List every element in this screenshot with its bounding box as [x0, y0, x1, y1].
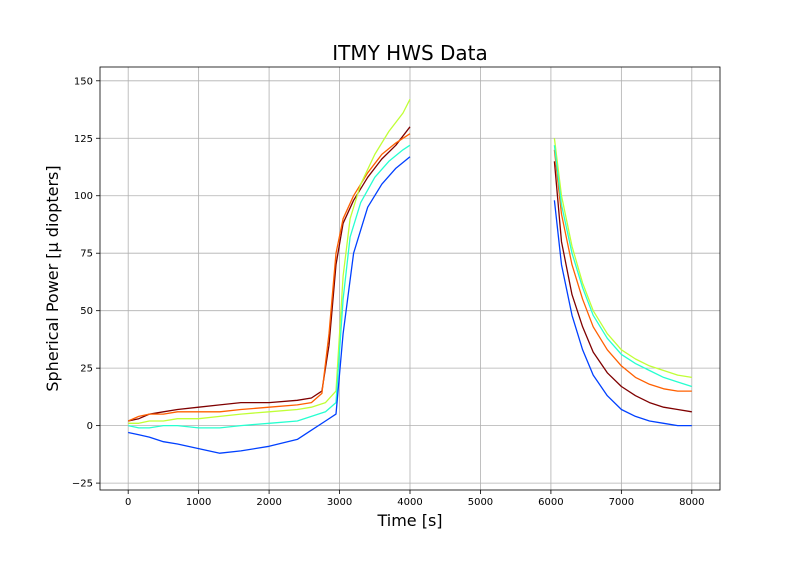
- y-tick-label: 100: [74, 191, 93, 202]
- series-1-segment-0: [127, 133, 411, 422]
- series-2: [128, 98, 692, 424]
- x-tick-label: 2000: [256, 497, 281, 508]
- series-1-segment-1: [553, 149, 692, 392]
- series-2-segment-1: [553, 138, 692, 379]
- x-axis-label: Time [s]: [376, 511, 442, 530]
- y-tick-label: 75: [80, 249, 93, 260]
- series-0: [128, 126, 692, 422]
- y-tick-label: −25: [72, 479, 93, 490]
- series-2-segment-0: [128, 98, 411, 424]
- y-tick-label: 150: [74, 76, 93, 87]
- grid: [100, 67, 720, 490]
- chart-title: ITMY HWS Data: [332, 41, 488, 65]
- x-tick-label: 4000: [397, 497, 422, 508]
- y-axis-label: Spherical Power [μ diopters]: [43, 165, 62, 391]
- series-0-segment-1: [553, 161, 692, 413]
- x-tick-label: 8000: [679, 497, 704, 508]
- y-tick-label: 125: [74, 134, 93, 145]
- series-layer: [127, 98, 692, 454]
- x-tick-label: 3000: [327, 497, 352, 508]
- series-3: [128, 144, 692, 429]
- y-tick-label: 50: [80, 306, 93, 317]
- series-4-segment-0: [128, 156, 411, 454]
- series-3-segment-1: [553, 145, 692, 388]
- series-1: [127, 133, 692, 422]
- series-4-segment-1: [553, 200, 692, 427]
- x-ticks: 0 1000 2000 3000 4000 5000 6000 7000 8000: [125, 490, 705, 508]
- y-tick-label: 25: [80, 364, 93, 375]
- series-0-segment-0: [128, 126, 411, 422]
- x-tick-label: 7000: [609, 497, 634, 508]
- x-tick-label: 1000: [186, 497, 211, 508]
- y-ticks: −25 0 25 50 75 100 125 150: [72, 76, 100, 490]
- series-3-segment-0: [128, 144, 411, 429]
- series-4: [128, 156, 692, 454]
- x-tick-label: 0: [125, 497, 131, 508]
- x-tick-label: 6000: [538, 497, 563, 508]
- y-tick-label: 0: [87, 421, 93, 432]
- x-tick-label: 5000: [468, 497, 493, 508]
